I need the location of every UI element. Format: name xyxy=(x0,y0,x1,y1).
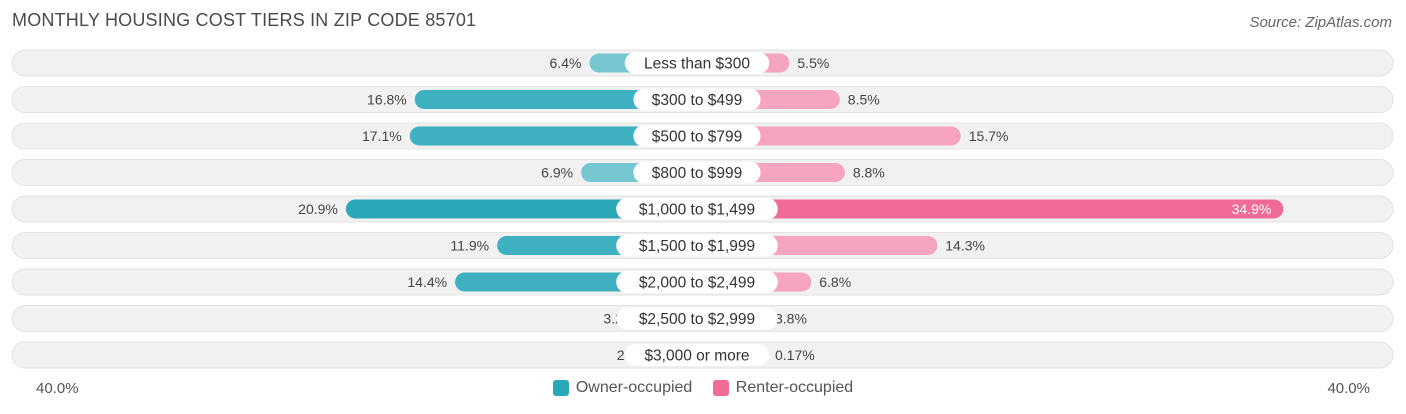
category-label-bg xyxy=(624,344,770,366)
renter-value-label: 3.8% xyxy=(775,311,807,327)
owner-bar[interactable] xyxy=(414,90,697,109)
legend-owner[interactable]: Owner-occupied xyxy=(552,379,693,397)
category-label: $1,000 to $1,499 xyxy=(639,202,755,219)
category-label-bg xyxy=(624,52,770,74)
renter-value-label: 15.7% xyxy=(969,128,1009,144)
category-label-bg xyxy=(633,125,761,147)
owner-value-label: 20.9% xyxy=(298,201,338,217)
legend: Owner-occupied Renter-occupied xyxy=(0,379,1406,401)
renter-bar[interactable] xyxy=(697,126,961,146)
legend-owner-label: Owner-occupied xyxy=(575,379,693,396)
owner-bar[interactable] xyxy=(409,126,697,146)
category-label: $500 to $799 xyxy=(652,129,743,146)
renter-value-label: 5.5% xyxy=(797,55,829,71)
category-label: $3,000 or more xyxy=(644,348,749,365)
legend-renter[interactable]: Renter-occupied xyxy=(712,379,854,397)
renter-value-label: 0.17% xyxy=(775,347,815,363)
legend-renter-swatch xyxy=(712,380,729,396)
owner-bar[interactable] xyxy=(345,199,697,219)
axis-left-label: 40.0% xyxy=(36,380,79,397)
owner-value-label: 6.9% xyxy=(541,165,573,181)
category-label-bg xyxy=(633,88,761,111)
renter-value-label: 34.9% xyxy=(1232,201,1272,217)
owner-value-label: 17.1% xyxy=(362,128,402,144)
legend-owner-swatch xyxy=(552,380,569,396)
renter-value-label: 8.5% xyxy=(848,92,880,108)
renter-value-label: 14.3% xyxy=(945,238,985,254)
category-label-bg xyxy=(616,271,778,293)
category-label: Less than $300 xyxy=(644,56,750,73)
category-label: $300 to $499 xyxy=(652,92,743,109)
category-label-bg xyxy=(616,307,778,330)
category-label: $2,000 to $2,499 xyxy=(639,275,755,292)
renter-value-label: 8.8% xyxy=(853,165,885,181)
owner-value-label: 6.4% xyxy=(550,55,582,71)
axis-right-label: 40.0% xyxy=(1327,380,1370,397)
source-label: Source: ZipAtlas.com xyxy=(1249,14,1392,31)
chart-area: 6.4% 5.5% Less than $300 16.8% 8.5% $300 to $… xyxy=(11,49,1394,369)
renter-bar[interactable] xyxy=(697,199,1284,219)
category-label-bg xyxy=(616,198,778,220)
category-label: $2,500 to $2,999 xyxy=(639,311,755,328)
category-label-bg xyxy=(616,234,778,257)
owner-value-label: 11.9% xyxy=(450,238,489,254)
category-label-bg xyxy=(633,161,761,184)
owner-value-label: 16.8% xyxy=(367,92,407,108)
renter-value-label: 6.8% xyxy=(819,274,851,290)
owner-value-label: 14.4% xyxy=(407,274,447,290)
legend-renter-label: Renter-occupied xyxy=(735,379,854,396)
chart-title: MONTHLY HOUSING COST TIERS IN ZIP CODE 8… xyxy=(12,10,477,30)
category-label: $1,500 to $1,999 xyxy=(639,238,755,255)
category-label: $800 to $999 xyxy=(652,165,743,182)
